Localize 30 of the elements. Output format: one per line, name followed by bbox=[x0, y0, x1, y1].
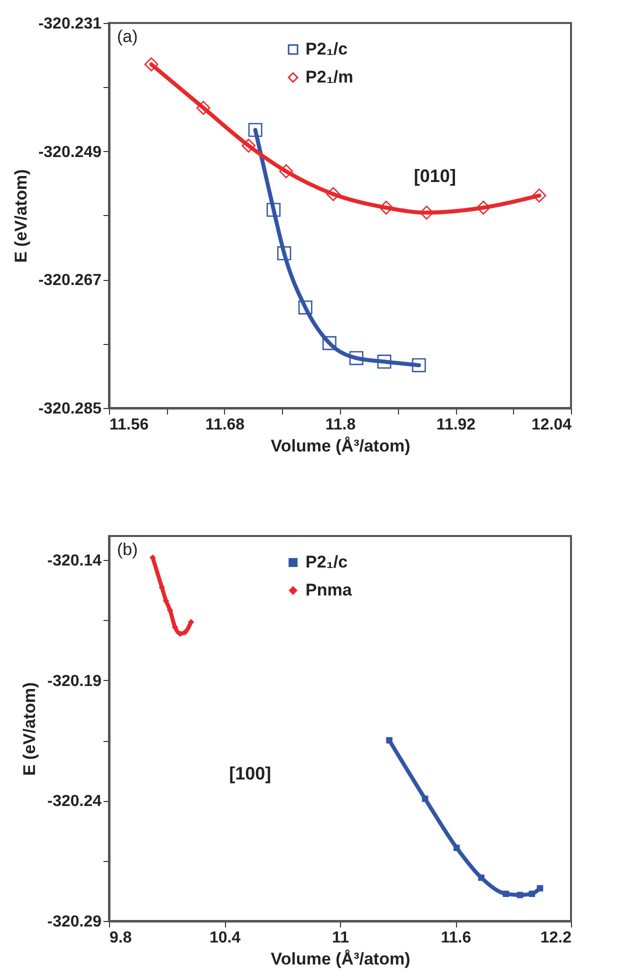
x-axis-title: Volume (Å³/atom) bbox=[270, 950, 410, 968]
x-tick-label: 11.56 bbox=[110, 416, 149, 434]
annotation: [010] bbox=[414, 166, 456, 186]
x-tick-label: 10.4 bbox=[209, 930, 241, 946]
legend-label: Pnma bbox=[306, 580, 352, 600]
x-tick-label: 9.8 bbox=[110, 930, 132, 946]
x-tick-label: 11.6 bbox=[440, 930, 472, 946]
y-tick-label: -320.29 bbox=[47, 914, 102, 930]
x-tick-label: 12.2 bbox=[540, 930, 572, 946]
y-tick-label: -320.231 bbox=[38, 16, 102, 32]
y-tick-label: -320.24 bbox=[47, 793, 102, 810]
y-tick-label: -320.285 bbox=[38, 400, 102, 418]
legend-label: P2₁/m bbox=[306, 68, 354, 86]
annotation: (b) bbox=[117, 540, 138, 559]
legend-label: P2₁/c bbox=[306, 552, 348, 572]
y-tick-label: -320.267 bbox=[38, 272, 102, 290]
y-axis-title: E (eV/atom) bbox=[11, 169, 30, 263]
x-tick-label: 12.04 bbox=[531, 416, 572, 434]
annotation: (a) bbox=[117, 27, 138, 46]
x-tick-label: 11.68 bbox=[205, 416, 245, 434]
x-tick-label: 11.8 bbox=[325, 416, 356, 434]
y-tick-label: -320.14 bbox=[47, 552, 102, 570]
y-tick-label: -320.19 bbox=[47, 672, 102, 690]
annotation: [100] bbox=[229, 764, 272, 784]
x-tick-label: 11.92 bbox=[436, 416, 476, 434]
y-axis-title: E (eV/atom) bbox=[20, 682, 40, 776]
legend-label: P2₁/c bbox=[306, 40, 348, 58]
y-tick-label: -320.249 bbox=[38, 144, 102, 161]
x-axis-title: Volume (Å³/atom) bbox=[270, 436, 410, 456]
x-tick-label: 11 bbox=[332, 930, 350, 946]
